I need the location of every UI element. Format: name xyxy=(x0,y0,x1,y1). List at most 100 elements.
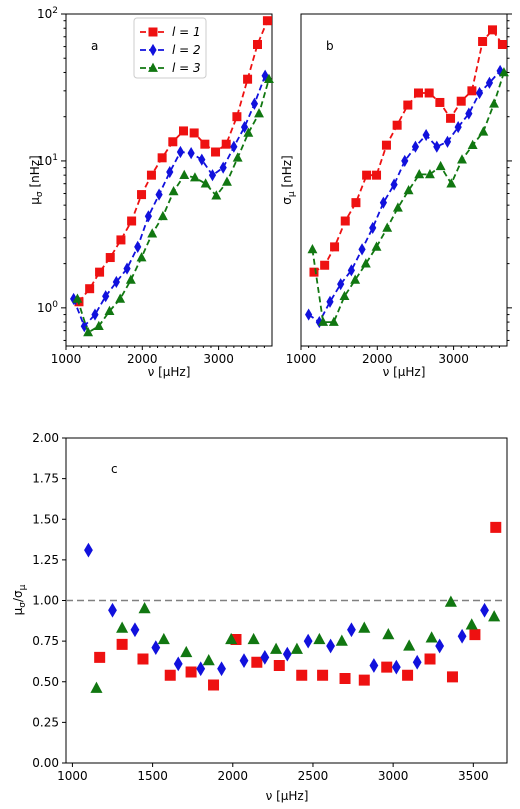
x-tick-label: 2500 xyxy=(298,769,329,783)
series-l2-point xyxy=(196,661,206,677)
series-l1-point xyxy=(381,661,393,673)
series-l2-point xyxy=(187,147,195,160)
x-tick-label: 1000 xyxy=(51,352,82,366)
series-l3-point xyxy=(270,642,283,654)
series-l3-point xyxy=(168,186,179,196)
series-l3-point xyxy=(403,639,416,651)
series-l2-point xyxy=(326,638,335,654)
series-l3-point xyxy=(424,168,435,179)
series-l3-point xyxy=(211,190,222,200)
series-l1-point xyxy=(105,253,115,263)
series-l2-point xyxy=(390,178,398,191)
panel-a-axes: a μσ [nHz] ν [μHz] xyxy=(28,13,273,379)
series-l2-point xyxy=(485,76,494,89)
series-l1-point xyxy=(243,74,253,84)
legend-marker xyxy=(149,43,157,57)
series-l2-point xyxy=(337,278,345,291)
series-l2-point xyxy=(134,240,142,253)
x-tick-label: 3000 xyxy=(203,352,234,366)
series-l3-point xyxy=(180,645,193,658)
x-tick-label: 3500 xyxy=(458,769,489,783)
series-l2-point xyxy=(391,659,401,675)
series-l2-point xyxy=(84,542,93,558)
series-l1-point xyxy=(358,674,370,686)
series-l1-point xyxy=(157,153,167,163)
series-l2-point xyxy=(260,649,270,665)
series-l2-point xyxy=(151,640,161,656)
y-tick-label: 2.00 xyxy=(32,431,59,445)
y-tick-label: 0.00 xyxy=(32,756,59,770)
series-l1-point xyxy=(490,521,502,533)
panel-a-ylabel: μσ [nHz] xyxy=(28,155,45,204)
legend-label: l = 1 xyxy=(172,25,201,39)
series-l3-point xyxy=(382,628,395,640)
series-l1-point xyxy=(339,673,351,684)
y-tick-label: 1.75 xyxy=(32,472,59,486)
series-l2-point xyxy=(130,622,140,638)
series-l3-point xyxy=(116,621,129,633)
y-tick-label: 1.50 xyxy=(32,512,59,526)
series-l1-point xyxy=(230,634,242,645)
y-tick-label: 101 xyxy=(37,153,58,168)
series-l3-point xyxy=(225,632,238,645)
series-l1-point xyxy=(309,267,319,277)
x-tick-label: 3000 xyxy=(378,769,409,783)
series-l2-point xyxy=(112,275,120,289)
series-l3-point xyxy=(382,222,393,232)
series-l3-point xyxy=(403,185,414,195)
legend-marker xyxy=(148,62,158,72)
series-l2-point xyxy=(454,120,462,134)
series-l1-point xyxy=(211,147,221,157)
series-l2-point xyxy=(123,262,131,275)
series-l3-point xyxy=(307,243,318,254)
series-l3-point xyxy=(444,595,457,607)
series-l3-point xyxy=(414,168,425,179)
series-l1-point xyxy=(164,669,176,681)
series-l3-point xyxy=(371,241,382,251)
series-l1-point xyxy=(168,137,178,147)
y-tick-label: 0.25 xyxy=(32,715,59,729)
series-l1-point xyxy=(185,666,197,678)
series-l1-point xyxy=(127,216,137,226)
series-l3-point xyxy=(136,252,147,262)
panel-b-axes: b σμ [nHz] ν [μHz] xyxy=(280,13,508,379)
series-l3-point xyxy=(290,642,303,654)
series-l2-point xyxy=(347,264,355,277)
series-l2-point xyxy=(144,210,152,223)
panel-a-marks: 1000 2000 3000 100 101 102 xyxy=(37,6,274,366)
y-tick-label: 100 xyxy=(37,300,58,315)
series-l1-point xyxy=(116,235,126,245)
series-l1-point xyxy=(137,653,149,665)
panel-a-xlabel: ν [μHz] xyxy=(148,365,191,379)
series-l1-point xyxy=(137,190,147,200)
series-l3-point xyxy=(157,210,168,221)
series-l1-point xyxy=(253,40,263,50)
series-l3-point xyxy=(328,316,339,326)
series-l1-point xyxy=(424,653,436,665)
series-l1-point xyxy=(317,669,329,681)
series-l3-point xyxy=(247,632,260,645)
series-l1-point xyxy=(95,267,105,277)
series-l1-point xyxy=(273,660,285,671)
series-l2-point xyxy=(173,656,183,672)
series-l3-point xyxy=(457,154,467,164)
series-l1-point xyxy=(456,96,466,106)
panel-c-xlabel: ν [μHz] xyxy=(266,789,309,803)
series-l3-point xyxy=(489,98,499,108)
series-l3-point xyxy=(90,681,103,693)
series-l3-point xyxy=(83,327,94,337)
series-l3-point xyxy=(222,176,232,186)
y-tick-label: 1.25 xyxy=(32,553,59,567)
series-l1-point xyxy=(413,88,423,98)
series-l3-point xyxy=(263,73,274,84)
series-l3-point xyxy=(232,152,243,162)
series-l3-point xyxy=(318,316,329,326)
series-l2-point xyxy=(443,135,452,148)
series-l1-point xyxy=(320,260,330,270)
series-l1-point xyxy=(446,671,458,683)
series-l3-point xyxy=(104,305,115,315)
series-l3-point xyxy=(243,127,254,137)
series-l1-point xyxy=(189,128,199,138)
series-l1-point xyxy=(221,139,231,149)
x-tick-label: 2000 xyxy=(362,352,393,366)
